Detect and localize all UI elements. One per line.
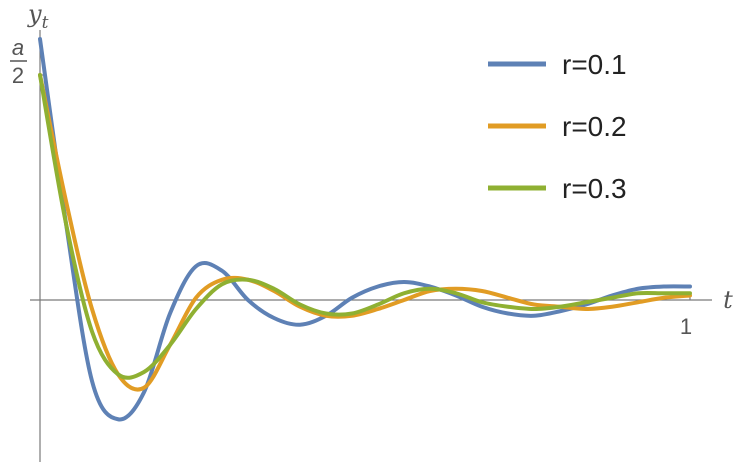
x-tick-label: 1 (680, 314, 692, 339)
series-line-2 (38, 73, 692, 392)
y-tick-label-numerator: a (12, 35, 24, 60)
x-axis-label: t (723, 286, 733, 314)
series-group (38, 37, 692, 422)
series-line-1 (38, 37, 692, 422)
y-tick-label-denominator: 2 (12, 63, 24, 88)
legend-label-2: r=0.2 (562, 111, 627, 142)
legend: r=0.1 r=0.2 r=0.3 (488, 49, 627, 204)
series-line-3 (38, 73, 692, 380)
legend-label-1: r=0.1 (562, 49, 627, 80)
y-axis-label: yt (27, 0, 49, 33)
legend-label-3: r=0.3 (562, 173, 627, 204)
axes (30, 30, 712, 462)
